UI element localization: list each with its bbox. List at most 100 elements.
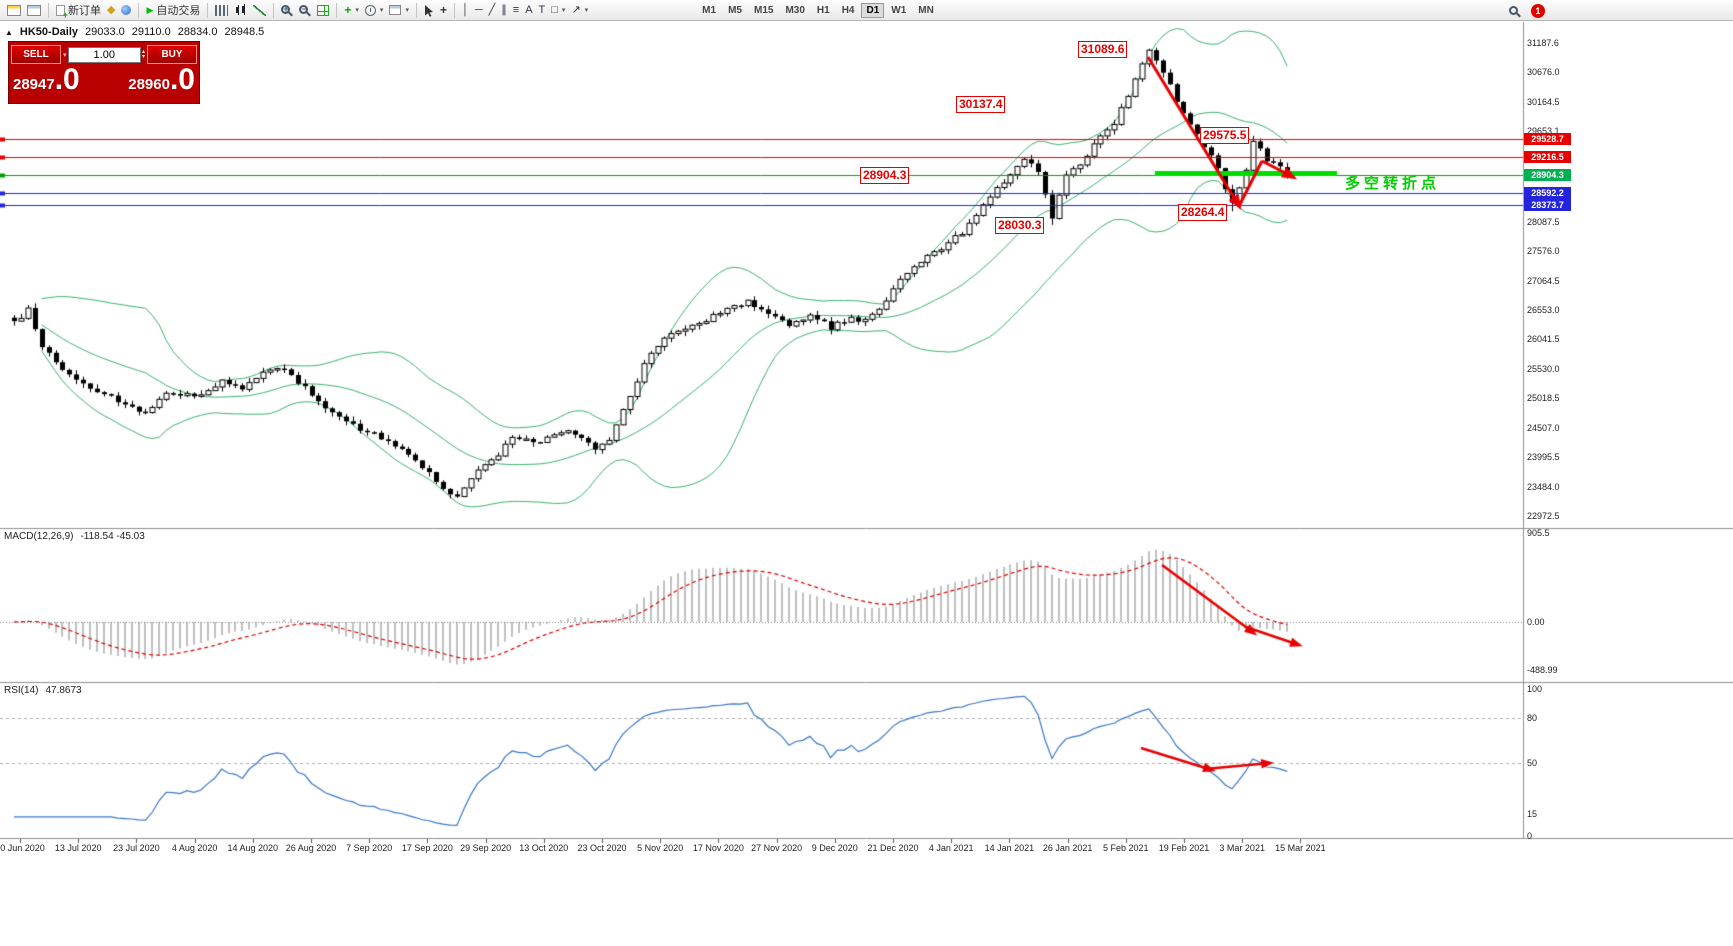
- crosshair-tool-button[interactable]: +: [437, 1, 450, 19]
- price-axis-label: 31187.6: [1527, 38, 1559, 48]
- date-axis-label: 27 Nov 2020: [751, 843, 803, 853]
- lot-dropdown-icon[interactable]: ▾: [63, 51, 67, 59]
- lot-size-input[interactable]: 1.00: [67, 46, 141, 63]
- macd-indicator-label: MACD(12,26,9) -118.54 -45.03: [4, 531, 145, 542]
- timeframe-button-D1[interactable]: D1: [861, 2, 885, 18]
- market-watch-button[interactable]: [118, 1, 134, 19]
- date-axis-label: 23 Oct 2020: [577, 843, 627, 853]
- date-axis-label: 15 Mar 2021: [1275, 843, 1326, 853]
- candlestick-chart-button[interactable]: [231, 1, 250, 19]
- date-axis-label: 14 Aug 2020: [227, 843, 279, 853]
- shapes-dropdown[interactable]: □ ▾: [548, 1, 568, 19]
- new-chart-button[interactable]: [4, 1, 24, 19]
- price-axis-label: 30676.0: [1527, 67, 1560, 77]
- date-axis-label: 3 Mar 2021: [1219, 843, 1265, 853]
- price-callout: 31089.6: [1078, 41, 1128, 58]
- lot-increase-icon[interactable]: ▴: [141, 48, 145, 55]
- price-axis-label: 30164.5: [1527, 97, 1560, 107]
- autotrading-button[interactable]: ▶ 自动交易: [143, 1, 203, 19]
- arrow-tool-icon: ↗: [571, 3, 581, 16]
- bar-chart-button[interactable]: [212, 1, 231, 19]
- date-axis-label: 7 Sep 2020: [346, 843, 393, 853]
- date-axis-label: 17 Sep 2020: [401, 843, 453, 853]
- timeframe-button-H4[interactable]: H4: [841, 4, 855, 16]
- indicators-dropdown[interactable]: + ▾: [341, 1, 362, 19]
- price-callout: 28030.3: [995, 217, 1045, 234]
- sell-button[interactable]: SELL: [11, 45, 61, 64]
- periods-dropdown[interactable]: ▾: [362, 1, 387, 19]
- timeframe-button-M5[interactable]: M5: [728, 4, 742, 16]
- tile-windows-button[interactable]: [314, 1, 332, 19]
- pivot-annotation: 多空转折点: [1345, 175, 1441, 192]
- date-axis-label: 21 Dec 2020: [867, 843, 919, 853]
- toolbar-separator: [48, 2, 49, 18]
- toolbar-separator: [453, 2, 455, 18]
- macd-values: -118.54 -45.03: [80, 531, 145, 542]
- one-click-trading-widget: SELL ▾ 1.00 ▴ ▾ BUY 28947.0 28960.0: [8, 41, 200, 104]
- templates-dropdown[interactable]: ▾: [386, 1, 412, 19]
- timeframe-button-M1[interactable]: M1: [702, 4, 717, 16]
- date-axis-label: 5 Feb 2021: [1103, 843, 1149, 853]
- price-callout: 28904.3: [860, 167, 910, 184]
- metaeditor-button[interactable]: ◆: [104, 1, 118, 19]
- zoom-out-button[interactable]: −: [296, 1, 314, 19]
- lot-decrease-icon[interactable]: ▾: [141, 53, 145, 60]
- rsi-value: 47.8673: [45, 685, 82, 696]
- clock-icon: [364, 4, 376, 16]
- cursor-tool-button[interactable]: [421, 1, 437, 19]
- timeframe-button-H1[interactable]: H1: [816, 4, 830, 16]
- price-axis-label: 28087.5: [1527, 217, 1560, 227]
- buy-button[interactable]: BUY: [147, 45, 197, 64]
- date-axis-label: 23 Jul 2020: [113, 843, 160, 853]
- arrows-dropdown[interactable]: ↗ ▾: [568, 1, 591, 19]
- cursor-icon: [424, 4, 433, 17]
- rsi-axis-label: 80: [1527, 713, 1538, 723]
- text-icon: A: [525, 3, 533, 16]
- channel-tool[interactable]: ∥: [498, 1, 510, 19]
- price-axis-label: 25018.5: [1527, 393, 1560, 403]
- line-chart-button[interactable]: [250, 1, 269, 19]
- horizontal-line-tool[interactable]: ─: [472, 1, 486, 19]
- timeframe-button-MN[interactable]: MN: [918, 4, 934, 16]
- price-callout: 29575.5: [1200, 127, 1250, 144]
- new-order-button[interactable]: 新订单: [53, 1, 104, 20]
- vertical-line-tool[interactable]: │: [459, 1, 472, 19]
- collapse-arrow-icon[interactable]: ▲: [5, 27, 13, 37]
- date-axis-label: 19 Feb 2021: [1158, 843, 1210, 853]
- timeframe-button-W1[interactable]: W1: [891, 4, 907, 16]
- ohlc-high: 29110.0: [131, 26, 171, 38]
- trendline-tool[interactable]: ╱: [486, 1, 499, 19]
- zoom-out-icon: −: [299, 3, 309, 14]
- channel-icon: ∥: [501, 3, 507, 16]
- date-axis-label: 5 Nov 2020: [637, 843, 684, 853]
- text-tool[interactable]: A: [522, 1, 535, 19]
- price-axis-label: 24507.0: [1527, 423, 1560, 433]
- price-line-badge: 29528.7: [1524, 133, 1571, 145]
- zoom-in-button[interactable]: +: [278, 1, 296, 19]
- price-axis-label: 27064.5: [1527, 276, 1560, 286]
- profiles-button[interactable]: [24, 1, 44, 19]
- ohlc-open: 29033.0: [85, 26, 125, 38]
- main-toolbar: 新订单 ◆ ▶ 自动交易 + − +▾ ▾ ▾ + │ ─ ╱ ∥ ≡ A T …: [0, 0, 1733, 21]
- label-tool[interactable]: T: [536, 1, 549, 19]
- search-icon: [1509, 5, 1518, 15]
- line-chart-icon: [253, 4, 267, 16]
- horizontal-line-icon: ─: [474, 3, 483, 16]
- label-icon: T: [538, 3, 546, 16]
- rsi-indicator-label: RSI(14) 47.8673: [4, 685, 82, 696]
- toolbar-separator: [207, 2, 209, 18]
- globe-icon: [121, 5, 132, 15]
- rsi-name: RSI(14): [4, 685, 39, 696]
- timeframe-button-M30[interactable]: M30: [785, 4, 805, 16]
- price-axis-label: 23484.0: [1527, 482, 1560, 492]
- new-order-icon: [56, 4, 68, 20]
- symbol-name: HK50-Daily: [19, 26, 78, 38]
- timeframe-button-M15[interactable]: M15: [753, 4, 774, 16]
- toolbar-right-cluster: 1: [1506, 2, 1545, 20]
- notification-badge[interactable]: 1: [1531, 4, 1545, 18]
- macd-axis-label: 905.5: [1527, 528, 1550, 538]
- search-button[interactable]: [1506, 2, 1524, 20]
- fibonacci-tool[interactable]: ≡: [510, 1, 522, 19]
- macd-axis-label: -488.99: [1527, 665, 1558, 675]
